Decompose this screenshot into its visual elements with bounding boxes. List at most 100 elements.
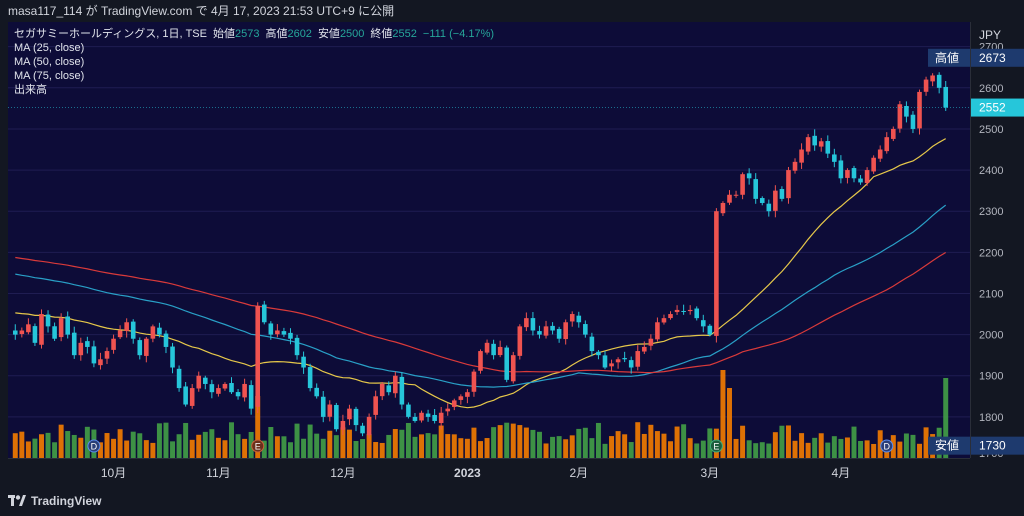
candle-body xyxy=(85,341,90,347)
volume-bar xyxy=(674,426,680,458)
candle-body xyxy=(517,326,523,356)
candle-body xyxy=(438,412,444,424)
legend-volume[interactable]: 出来高 xyxy=(14,84,47,96)
volume-bar xyxy=(550,436,556,458)
candle-body xyxy=(137,340,143,356)
candle-body xyxy=(65,316,70,335)
volume-bar xyxy=(530,429,536,458)
candle-body xyxy=(130,321,136,339)
candle-body xyxy=(340,420,346,430)
bottom-bar xyxy=(0,486,1024,516)
candle-body xyxy=(648,338,654,346)
volume-bar xyxy=(458,438,464,458)
candle-body xyxy=(104,351,110,359)
legend-ma50[interactable]: MA (50, close) xyxy=(14,56,85,68)
candle-body xyxy=(792,161,798,171)
price-tick: 2600 xyxy=(979,83,1003,95)
volume-bar xyxy=(766,443,772,458)
volume-bar xyxy=(399,429,405,458)
candle-body xyxy=(45,314,51,327)
earnings-marker-letter: E xyxy=(713,442,719,452)
candle-body xyxy=(458,396,464,400)
time-axis[interactable]: 10月 11月 12月 2023 2月 3月 4月 xyxy=(8,458,970,486)
candle-body xyxy=(334,405,339,430)
volume-bar xyxy=(582,427,588,458)
candle-body xyxy=(812,135,817,146)
volume-bar xyxy=(320,438,326,458)
candle-body xyxy=(19,330,25,335)
candle-body xyxy=(347,408,352,420)
candle-body xyxy=(845,170,850,178)
candle-body xyxy=(445,408,451,412)
volume-bar xyxy=(576,428,582,458)
candle-body xyxy=(825,141,831,154)
candle-body xyxy=(530,318,536,331)
candle-body xyxy=(746,173,752,179)
volume-bar xyxy=(386,434,392,458)
candle-body xyxy=(432,414,437,421)
volume-bar xyxy=(871,443,877,458)
volume-bar xyxy=(438,425,444,458)
volume-bar xyxy=(805,442,811,458)
candle-body xyxy=(412,416,418,421)
earnings-marker-letter: E xyxy=(255,442,261,452)
candle-body xyxy=(923,79,929,92)
volume-bar xyxy=(235,434,241,458)
volume-bar xyxy=(58,424,64,458)
volume-bar xyxy=(137,433,143,458)
volume-bar xyxy=(327,430,333,458)
tradingview-brand[interactable]: TradingView xyxy=(8,494,101,508)
candle-body xyxy=(373,396,378,415)
volume-bar xyxy=(641,433,647,458)
candle-body xyxy=(465,392,470,397)
volume-bar xyxy=(890,435,896,458)
chart-pane[interactable]: D E E D 高値 安値 xyxy=(8,22,970,458)
candle-body xyxy=(471,371,477,392)
candle-body xyxy=(268,323,274,335)
volume-bar xyxy=(903,433,909,458)
candle-body xyxy=(622,358,627,360)
candle-body xyxy=(733,194,739,196)
high-label: 高値 xyxy=(935,50,959,65)
candle-body xyxy=(58,318,64,338)
candle-body xyxy=(805,137,811,152)
volume-bar xyxy=(622,434,628,458)
volume-bar xyxy=(12,433,18,458)
volume-bar xyxy=(654,431,660,458)
price-axis[interactable]: JPY 2700 2600 2500 2400 2300 2200 2100 2000 1900… xyxy=(970,22,1024,460)
candle-body xyxy=(261,304,267,323)
candle-body xyxy=(216,388,221,394)
time-tick: 3月 xyxy=(700,466,719,480)
volume-bar xyxy=(97,442,103,458)
candle-body xyxy=(196,375,202,389)
candle-body xyxy=(163,333,169,347)
candle-body xyxy=(858,178,863,183)
candle-body xyxy=(176,368,182,389)
candle-body xyxy=(569,314,575,322)
candle-body xyxy=(320,396,326,417)
candle-body xyxy=(897,104,903,129)
dividend-marker-shape xyxy=(87,439,101,453)
volume-bar xyxy=(897,441,903,458)
low-tag-value: 1730 xyxy=(979,439,1006,453)
candle-body xyxy=(124,322,129,332)
volume-bar xyxy=(301,438,307,458)
chart-legend: セガサミーホールディングス, 1日, TSE 始値2573 高値2602 安値2… xyxy=(14,27,494,97)
legend-symbol: セガサミーホールディングス, 1日, TSE xyxy=(14,28,207,40)
volume-bar xyxy=(812,437,818,458)
volume-bar xyxy=(595,422,601,458)
candle-body xyxy=(596,351,601,356)
publish-info-bar: masa117_114 が TradingView.com で 4月 17, 2… xyxy=(0,0,1024,22)
candle-body xyxy=(419,412,424,421)
legend-ma25[interactable]: MA (25, close) xyxy=(14,42,85,54)
candle-body xyxy=(609,363,614,367)
volume-bar xyxy=(183,422,189,458)
volume-bar xyxy=(124,440,130,458)
legend-high-value: 2602 xyxy=(287,28,312,40)
candle-body xyxy=(668,314,673,319)
legend-ma75[interactable]: MA (75, close) xyxy=(14,70,85,82)
volume-bar xyxy=(248,431,254,458)
volume-bar xyxy=(71,434,77,458)
earnings-marker-shape xyxy=(709,439,723,453)
